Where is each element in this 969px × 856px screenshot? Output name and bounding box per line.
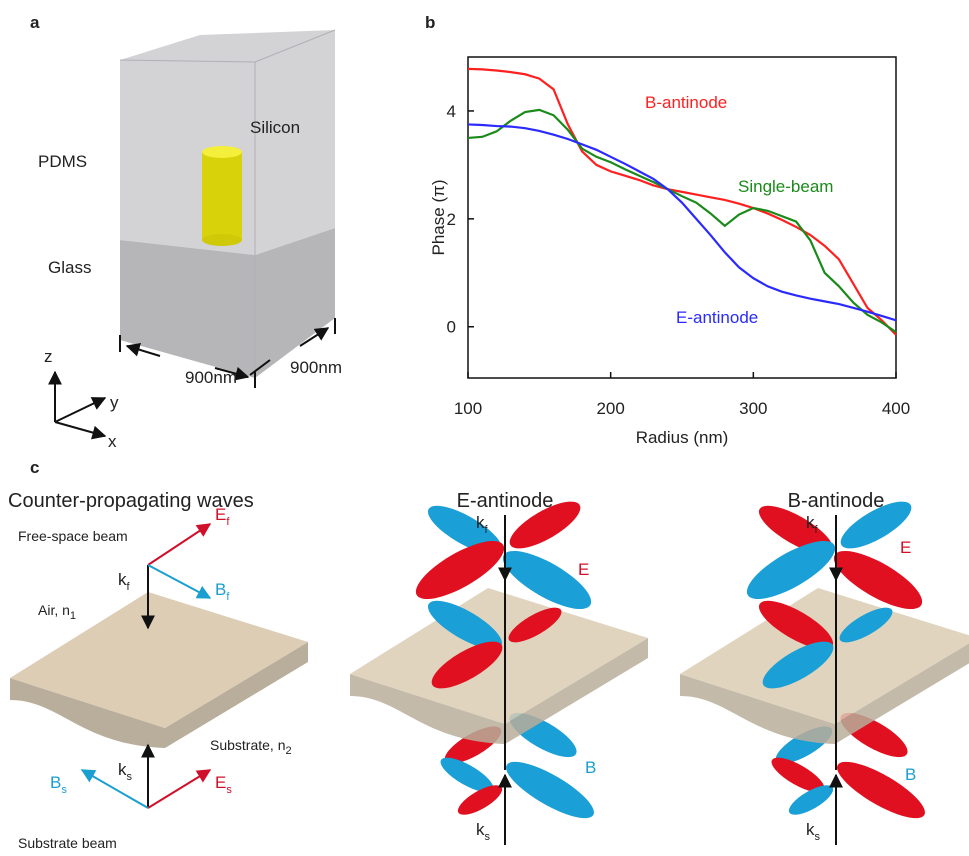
- series-line: [468, 124, 896, 320]
- figure: a Silicon PDMS Glass 900nm 900nm z y x b…: [0, 0, 969, 856]
- beam-label: Free-space beam: [18, 528, 128, 544]
- axis-label: x: [108, 432, 117, 451]
- subscript: s: [127, 771, 133, 783]
- field-label: E: [900, 538, 911, 557]
- subscript: f: [226, 591, 230, 603]
- dimension-label: 900nm: [290, 358, 342, 377]
- series-line: [468, 110, 896, 332]
- field-label: B: [585, 758, 596, 777]
- symbol: E: [215, 773, 226, 792]
- subscript: s: [226, 784, 232, 796]
- series-label: Single-beam: [738, 177, 833, 196]
- x-tick-label: 100: [454, 399, 482, 418]
- medium: Substrate, n: [210, 737, 286, 753]
- y-axis-title: Phase (π): [429, 180, 448, 256]
- x-tick-label: 300: [739, 399, 767, 418]
- subscript: s: [61, 784, 67, 796]
- field-label: E: [578, 560, 589, 579]
- axis-label: y: [110, 393, 119, 412]
- series-label: E-antinode: [676, 308, 758, 327]
- x-tick-label: 200: [596, 399, 624, 418]
- panel-label: c: [30, 458, 39, 477]
- subscript: 2: [286, 745, 292, 757]
- standing-wave: [350, 493, 648, 845]
- y-tick-label: 0: [447, 318, 456, 337]
- material-label: Glass: [48, 258, 91, 277]
- wavevector-label: ks: [476, 820, 491, 843]
- diagram-title: E-antinode: [457, 490, 554, 512]
- material-label: PDMS: [38, 152, 87, 171]
- subscript: f: [226, 516, 230, 528]
- series-label: B-antinode: [645, 93, 727, 112]
- x-tick-label: 400: [882, 399, 910, 418]
- symbol: B: [215, 580, 226, 599]
- symbol: B: [50, 773, 61, 792]
- axis-label: z: [44, 347, 53, 366]
- field-label: B: [905, 765, 916, 784]
- x-axis-title: Radius (nm): [636, 428, 729, 447]
- material-label: Silicon: [250, 118, 300, 137]
- standing-wave: [680, 493, 969, 845]
- diagram-title: B-antinode: [788, 490, 885, 512]
- dimension-label: 900nm: [185, 368, 237, 387]
- wavevector-label: ks: [118, 760, 133, 783]
- y-tick-label: 4: [447, 102, 456, 121]
- medium: Air, n: [38, 602, 70, 618]
- symbol: E: [215, 505, 226, 524]
- field-label: Bf: [215, 580, 230, 603]
- field-label: Es: [215, 773, 232, 796]
- wavevector-label: kf: [118, 570, 131, 593]
- subscript: s: [485, 831, 491, 843]
- subscript: s: [815, 831, 821, 843]
- field-label: Bs: [50, 773, 67, 796]
- subscript: f: [127, 581, 131, 593]
- beam-label: Substrate beam: [18, 835, 117, 851]
- panel-label: b: [425, 13, 435, 32]
- subscript: 1: [70, 610, 76, 622]
- panel-label: a: [30, 13, 40, 32]
- medium-label: Substrate, n2: [210, 737, 292, 757]
- wavevector-label: ks: [806, 820, 821, 843]
- medium-label: Air, n1: [38, 602, 76, 622]
